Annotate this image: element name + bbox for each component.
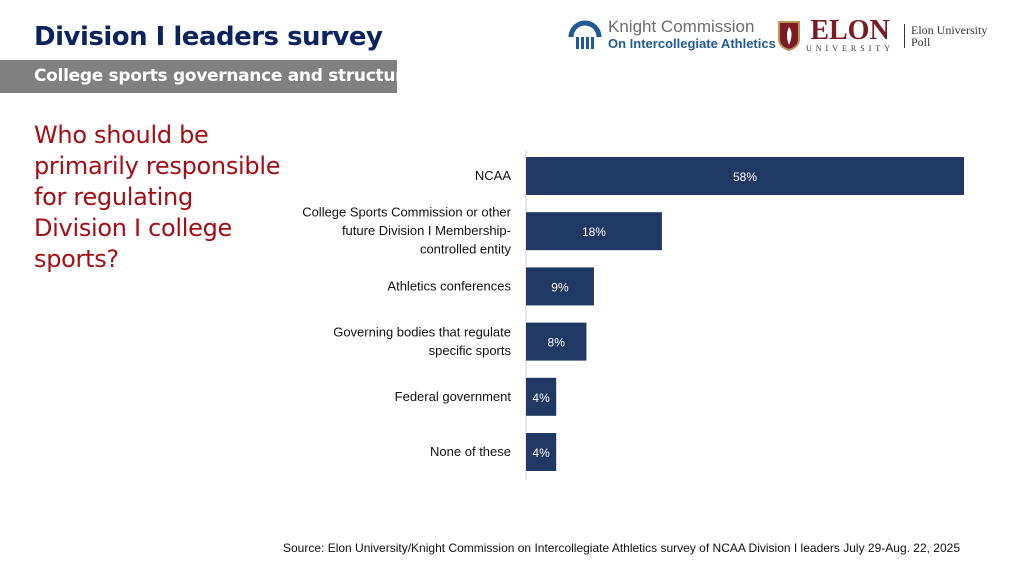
data-label: 4%: [532, 446, 550, 460]
bar: [526, 377, 557, 416]
elon-university-text: UNIVERSITY: [806, 44, 894, 53]
elon-logo: ELON UNIVERSITY Elon University Poll: [778, 15, 993, 53]
shield-icon: [778, 20, 800, 51]
data-label: 8%: [548, 336, 566, 350]
data-label: 4%: [532, 391, 550, 405]
data-label: 18%: [582, 225, 606, 239]
category-label: Federal government: [395, 389, 512, 404]
source-note: Source: Elon University/Knight Commissio…: [283, 541, 960, 555]
knight-commission-logo: Knight Commission On Intercollegiate Ath…: [568, 18, 776, 51]
elon-poll-text: Elon University Poll: [904, 23, 993, 48]
category-label: Athletics conferences: [387, 278, 511, 293]
knight-line1: Knight Commission: [608, 17, 755, 36]
bar: [526, 267, 594, 306]
category-label: Governing bodies that regulate: [333, 324, 511, 339]
category-label: None of these: [430, 444, 511, 459]
category-label: specific sports: [429, 343, 512, 358]
elon-wordmark: ELON: [810, 15, 890, 46]
bar: [526, 322, 587, 361]
category-label: controlled entity: [420, 242, 512, 257]
data-label: 9%: [551, 280, 569, 294]
bar: [526, 157, 964, 195]
bar: [526, 433, 557, 471]
page-subtitle: College sports governance and structure: [34, 66, 415, 86]
category-label: College Sports Commission or other: [302, 205, 511, 220]
knight-line2: On Intercollegiate Athletics: [608, 36, 776, 51]
subtitle-bar: [0, 60, 397, 93]
bar: [526, 212, 662, 251]
category-label: future Division I Membership-: [342, 223, 511, 238]
dome-icon: [568, 20, 602, 49]
data-label: 58%: [733, 170, 757, 184]
category-label: NCAA: [475, 168, 511, 183]
question-text: Who should be primarily responsible for …: [34, 121, 281, 273]
page-title: Division I leaders survey: [34, 22, 383, 52]
